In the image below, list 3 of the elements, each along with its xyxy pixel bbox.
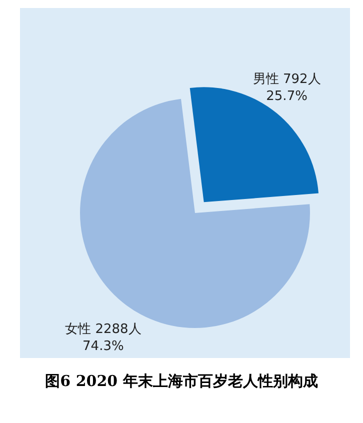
slice-label: 女性 2288人 74.3% bbox=[65, 322, 142, 354]
text: 图6 2020 年末上海市百岁老人性别构成 bbox=[44, 372, 319, 391]
slice-label: 男性 792人 25.7% bbox=[252, 72, 321, 104]
